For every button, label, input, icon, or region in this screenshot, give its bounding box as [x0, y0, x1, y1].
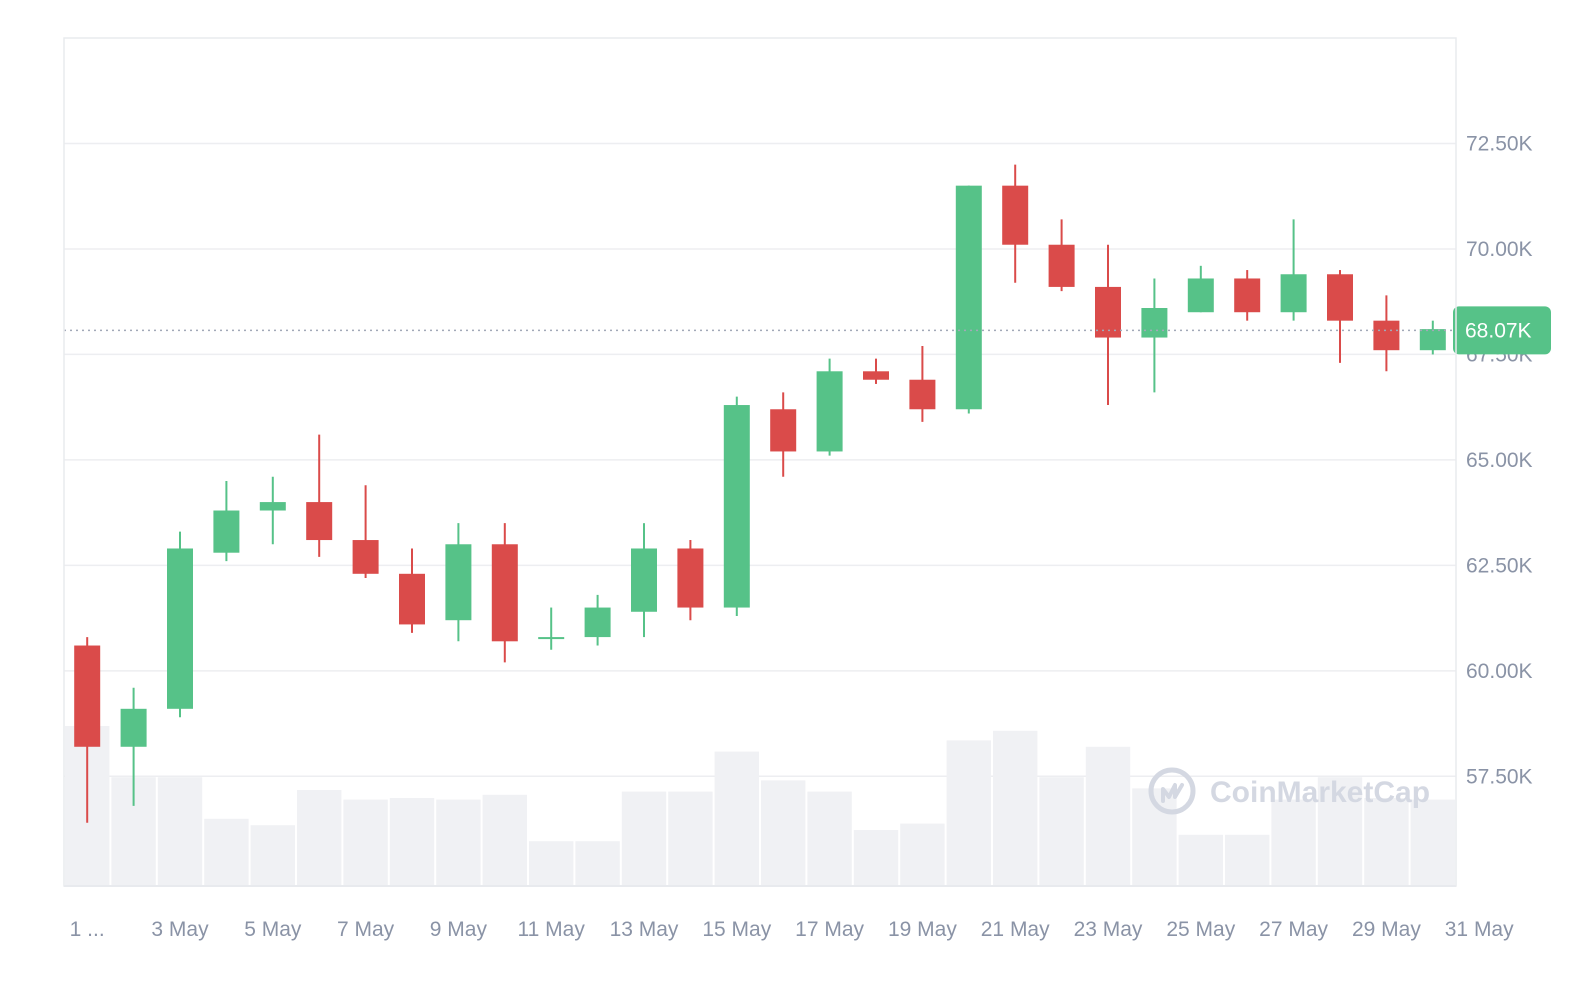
- candles: [74, 164, 1446, 823]
- x-tick-label: 15 May: [702, 918, 771, 941]
- volume-bar: [343, 799, 388, 886]
- x-tick-label: 31 May: [1445, 918, 1514, 941]
- y-tick-label: 70.00K: [1466, 238, 1533, 261]
- y-tick-label: 57.50K: [1466, 765, 1533, 788]
- watermark-text: CoinMarketCap: [1210, 776, 1430, 809]
- volume-bar: [204, 818, 249, 886]
- candle-body: [167, 548, 193, 709]
- candle-body: [1002, 185, 1029, 245]
- candle-body: [1048, 244, 1075, 287]
- candle-body: [863, 371, 889, 380]
- volume-bar: [853, 830, 899, 886]
- y-axis: 57.50K60.00K62.50K65.00K67.50K70.00K72.5…: [1466, 132, 1533, 788]
- coinmarketcap-logo-icon: [1148, 767, 1196, 815]
- candle-body: [120, 708, 147, 747]
- candle-body: [955, 185, 982, 410]
- candle-body: [677, 548, 704, 608]
- x-tick-label: 9 May: [430, 918, 488, 941]
- current-price-tag: 68.07K: [1453, 306, 1551, 355]
- volume-bar: [1225, 834, 1270, 886]
- volume-bar: [1317, 777, 1363, 886]
- volume-bar: [436, 799, 481, 886]
- candle-body: [445, 544, 472, 621]
- volume-bar: [993, 730, 1038, 886]
- plot-frame: [63, 37, 1457, 887]
- volume-bar: [389, 798, 435, 886]
- y-tick-label: 72.50K: [1466, 132, 1533, 155]
- x-tick-label: 3 May: [151, 918, 209, 941]
- volume-bar: [621, 791, 667, 886]
- volume-bar: [1085, 746, 1131, 886]
- candle-body: [1327, 274, 1353, 321]
- y-tick-label: 62.50K: [1466, 554, 1533, 577]
- volume-bar: [946, 740, 991, 886]
- volume-bar: [1271, 799, 1316, 886]
- x-tick-label: 27 May: [1259, 918, 1328, 941]
- candle-body: [538, 637, 565, 640]
- current-price-label: 68.07K: [1465, 319, 1532, 342]
- candle-body: [259, 502, 286, 511]
- volume-bar: [714, 751, 759, 886]
- x-tick-label: 13 May: [610, 918, 679, 941]
- candle-body: [1373, 320, 1400, 351]
- candle-body: [213, 510, 240, 553]
- volume-bar: [157, 777, 203, 886]
- x-tick-label: 5 May: [244, 918, 302, 941]
- x-tick-label: 29 May: [1352, 918, 1421, 941]
- x-tick-label: 23 May: [1074, 918, 1143, 941]
- candle-body: [816, 371, 843, 452]
- volume-bar: [482, 794, 527, 886]
- candle-body: [352, 540, 379, 574]
- candle-body: [1187, 278, 1214, 313]
- candle-body: [1095, 286, 1121, 338]
- volume-bar: [1364, 798, 1409, 886]
- volume-bar: [1039, 777, 1084, 886]
- x-tick-label: 25 May: [1166, 918, 1235, 941]
- x-axis: 1 ... 3 May 5 May 7 May 9 May 11 May 13 May 15 …: [70, 918, 1514, 941]
- x-tick-label: 1 ...: [70, 918, 105, 941]
- volume-bar: [529, 841, 574, 886]
- candle-body: [631, 548, 657, 612]
- x-tick-label: 11 May: [518, 918, 586, 941]
- candle-body: [306, 502, 333, 541]
- candle-body: [1280, 274, 1307, 313]
- x-tick-label: 21 May: [981, 918, 1050, 941]
- volume-bar: [807, 791, 852, 886]
- x-tick-label: 19 May: [888, 918, 957, 941]
- candle-body: [770, 409, 797, 452]
- volume-bar: [575, 841, 620, 886]
- volume-bar: [297, 790, 342, 886]
- candle-body: [491, 544, 518, 642]
- candle-body: [909, 379, 936, 410]
- candle-body: [1419, 329, 1446, 351]
- y-tick-label: 60.00K: [1466, 660, 1533, 683]
- x-tick-label: 17 May: [795, 918, 864, 941]
- volume-bar: [900, 823, 945, 886]
- volume-bar: [250, 825, 295, 886]
- y-tick-label: 65.00K: [1466, 449, 1533, 472]
- x-tick-label: 7 May: [337, 918, 395, 941]
- volume-bar: [761, 780, 806, 886]
- grid-lines: [64, 142, 1456, 778]
- volume-bar: [668, 791, 713, 886]
- volume-bar: [1178, 834, 1223, 886]
- candle-body: [399, 573, 425, 625]
- candle-body: [584, 607, 611, 638]
- candle-body: [1141, 308, 1168, 338]
- candle-body: [1234, 278, 1261, 313]
- candle-body: [723, 405, 750, 608]
- candle-body: [74, 645, 101, 747]
- volume-bar: [1410, 799, 1455, 886]
- watermark: CoinMarketCap: [1148, 767, 1430, 815]
